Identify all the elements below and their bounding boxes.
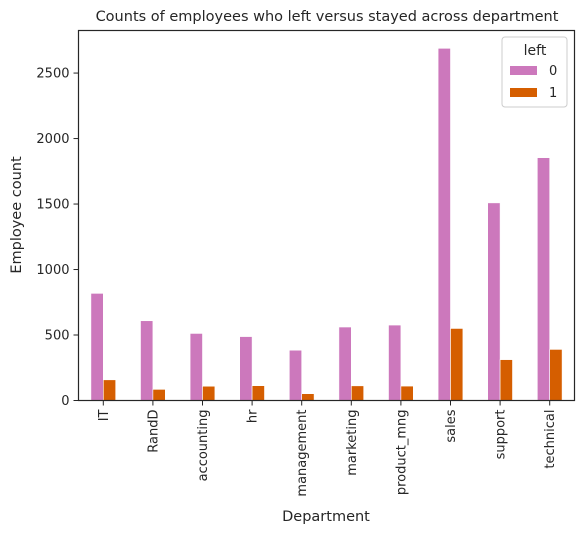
bar-support-series-1 [499, 359, 513, 401]
x-tick-label-hr: hr [246, 409, 261, 423]
bar-hr-series-1 [251, 385, 265, 401]
y-axis-ticks: 0 500 1000 1500 2000 2500 [36, 67, 79, 409]
legend-swatch-1 [510, 88, 537, 97]
x-tick-label-technical: technical [543, 410, 558, 469]
x-tick-label-support: support [494, 410, 509, 460]
y-axis-label: Employee count [9, 156, 25, 274]
y-tick-label: 1500 [36, 198, 69, 213]
bar-product_mng-series-1 [400, 385, 414, 401]
x-axis-label: Department [282, 509, 370, 525]
bar-product_mng-series-0 [388, 324, 402, 401]
legend-swatch-0 [510, 66, 537, 75]
x-axis-ticks: IT RandD accounting hr management marketing pr… [97, 400, 558, 497]
x-tick-label-product_mng: product_mng [394, 410, 409, 496]
y-tick-label: 500 [45, 329, 70, 344]
bar-management-series-0 [288, 349, 302, 401]
bar-sales-series-1 [450, 328, 464, 401]
bar-technical-series-1 [549, 349, 563, 401]
y-tick-label: 2000 [36, 132, 69, 147]
bar-technical-series-0 [536, 157, 550, 401]
y-tick-label: 2500 [36, 67, 69, 82]
bar-IT-series-0 [90, 293, 104, 401]
plot-frame [77, 29, 576, 402]
bars-group [90, 48, 563, 401]
y-tick-label: 0 [61, 394, 69, 409]
x-tick-label-accounting: accounting [196, 410, 211, 482]
y-tick-label: 1000 [36, 263, 69, 278]
x-tick-label-management: management [295, 410, 310, 497]
legend: left 0 1 [501, 36, 568, 108]
bar-IT-series-1 [103, 379, 117, 401]
x-tick-label-RandD: RandD [146, 410, 161, 453]
bar-management-series-1 [301, 393, 315, 401]
bar-RandD-series-1 [152, 389, 166, 401]
legend-title: left [524, 43, 547, 59]
bar-RandD-series-0 [140, 320, 154, 401]
x-tick-label-marketing: marketing [345, 410, 360, 476]
bar-accounting-series-1 [202, 385, 216, 401]
bar-marketing-series-1 [350, 385, 364, 401]
bar-support-series-0 [487, 202, 501, 401]
x-tick-label-IT: IT [97, 409, 112, 421]
bar-marketing-series-0 [338, 326, 352, 401]
bar-sales-series-0 [437, 48, 451, 401]
bar-accounting-series-0 [189, 333, 203, 401]
legend-label-0: 0 [549, 64, 557, 79]
bar-hr-series-0 [239, 336, 253, 401]
x-tick-label-sales: sales [444, 409, 459, 442]
chart-title: Counts of employees who left versus stay… [96, 9, 559, 25]
legend-label-1: 1 [549, 86, 557, 101]
